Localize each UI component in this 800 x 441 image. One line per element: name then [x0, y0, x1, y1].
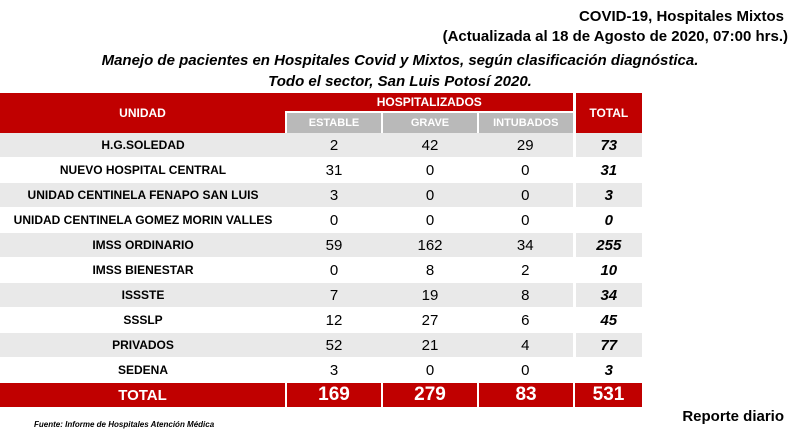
- grave-value: 0: [382, 207, 478, 233]
- grave-value: 42: [382, 133, 478, 158]
- total-value: 255: [572, 232, 643, 258]
- total-value: 0: [572, 207, 643, 233]
- estable-value: 0: [286, 207, 382, 233]
- total-value: 10: [572, 257, 643, 283]
- subtitle-line-2: Todo el sector, San Luis Potosí 2020.: [268, 73, 532, 90]
- grave-value: 19: [382, 282, 478, 308]
- estable-value: 3: [286, 357, 382, 383]
- intubados-value: 0: [478, 182, 575, 208]
- intubados-value: 2: [478, 257, 575, 283]
- table-row: IMSS BIENESTAR 0 8 2 10: [0, 257, 643, 283]
- estable-value: 52: [286, 332, 382, 358]
- unit-name: SSSLP: [0, 307, 286, 333]
- unit-name: IMSS ORDINARIO: [0, 232, 286, 258]
- update-date: (Actualizada al 18 de Agosto de 2020, 07…: [442, 28, 788, 45]
- unit-name: PRIVADOS: [0, 332, 286, 358]
- unit-name: NUEVO HOSPITAL CENTRAL: [0, 157, 286, 183]
- hospital-table: UNIDAD HOSPITALIZADOS TOTAL ESTABLE GRAV…: [0, 93, 643, 407]
- intubados-value: 0: [478, 157, 575, 183]
- estable-value: 3: [286, 182, 382, 208]
- total-value: 77: [572, 332, 643, 358]
- subtitle-line-1: Manejo de pacientes en Hospitales Covid …: [101, 52, 699, 69]
- intubados-value: 4: [478, 332, 575, 358]
- header-hospitalizados: HOSPITALIZADOS: [286, 93, 575, 113]
- table-row: H.G.SOLEDAD 2 42 29 73: [0, 133, 643, 158]
- grave-value: 0: [382, 157, 478, 183]
- total-value: 34: [572, 282, 643, 308]
- estable-value: 12: [286, 307, 382, 333]
- grave-value: 0: [382, 182, 478, 208]
- grave-value: 8: [382, 257, 478, 283]
- total-value: 3: [572, 182, 643, 208]
- table-row: IMSS ORDINARIO 59 162 34 255: [0, 232, 643, 258]
- grave-value: 21: [382, 332, 478, 358]
- unit-name: UNIDAD CENTINELA FENAPO SAN LUIS: [0, 182, 286, 208]
- grave-value: 162: [382, 232, 478, 258]
- unit-name: H.G.SOLEDAD: [0, 133, 286, 158]
- intubados-value: 0: [478, 357, 575, 383]
- grave-value: 27: [382, 307, 478, 333]
- total-value: 3: [572, 357, 643, 383]
- table-row: SEDENA 3 0 0 3: [0, 357, 643, 383]
- header-unidad: UNIDAD: [0, 93, 286, 133]
- table-row: SSSLP 12 27 6 45: [0, 307, 643, 333]
- total-row: TOTAL 169 279 83 531: [0, 382, 643, 407]
- table-row: ISSSTE 7 19 8 34: [0, 282, 643, 308]
- source-note: Fuente: Informe de Hospitales Atención M…: [34, 420, 215, 429]
- table-row: UNIDAD CENTINELA GOMEZ MORIN VALLES 0 0 …: [0, 207, 643, 233]
- estable-value: 0: [286, 257, 382, 283]
- total-grave: 279: [381, 382, 478, 407]
- total-estable: 169: [285, 382, 382, 407]
- intubados-value: 34: [478, 232, 575, 258]
- grave-value: 0: [382, 357, 478, 383]
- unit-name: ISSSTE: [0, 282, 286, 308]
- estable-value: 7: [286, 282, 382, 308]
- unit-name: IMSS BIENESTAR: [0, 257, 286, 283]
- total-value: 45: [572, 307, 643, 333]
- intubados-value: 6: [478, 307, 575, 333]
- intubados-value: 29: [478, 133, 575, 158]
- total-value: 73: [572, 133, 643, 158]
- estable-value: 59: [286, 232, 382, 258]
- table-row: UNIDAD CENTINELA FENAPO SAN LUIS 3 0 0 3: [0, 182, 643, 208]
- total-value: 31: [572, 157, 643, 183]
- header-total: TOTAL: [572, 93, 643, 133]
- grand-total: 531: [573, 382, 643, 407]
- unit-name: SEDENA: [0, 357, 286, 383]
- subheader-intubados: INTUBADOS: [476, 112, 575, 133]
- intubados-value: 8: [478, 282, 575, 308]
- total-intubados: 83: [476, 382, 575, 407]
- subheader-grave: GRAVE: [381, 112, 478, 133]
- estable-value: 2: [286, 133, 382, 158]
- estable-value: 31: [286, 157, 382, 183]
- table-row: PRIVADOS 52 21 4 77: [0, 332, 643, 358]
- total-label: TOTAL: [0, 382, 286, 407]
- intubados-value: 0: [478, 207, 575, 233]
- report-title: COVID-19, Hospitales Mixtos: [578, 8, 784, 25]
- unit-name: UNIDAD CENTINELA GOMEZ MORIN VALLES: [0, 207, 286, 233]
- report-label: Reporte diario: [682, 408, 784, 425]
- table-row: NUEVO HOSPITAL CENTRAL 31 0 0 31: [0, 157, 643, 183]
- subheader-estable: ESTABLE: [285, 112, 382, 133]
